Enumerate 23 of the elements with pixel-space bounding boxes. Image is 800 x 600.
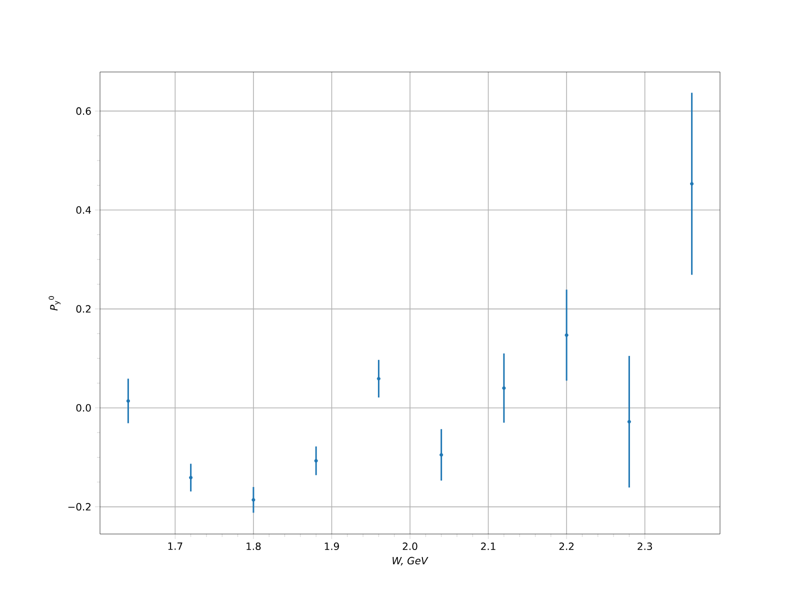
- y-tick-label: 0.6: [76, 107, 91, 115]
- x-tick-label: 1.8: [246, 542, 261, 550]
- y-tick-label: 0.4: [76, 206, 91, 214]
- y-tick-label: 0.2: [76, 305, 90, 313]
- point: [690, 182, 694, 186]
- y-tick-label: 0.0: [76, 404, 91, 412]
- x-tick-label: 2.2: [559, 542, 574, 550]
- x-tick-label: 2.1: [481, 542, 496, 550]
- x-tick-label: 2.3: [638, 542, 652, 550]
- x-tick-label: 2.0: [402, 542, 418, 550]
- point: [314, 458, 318, 463]
- point: [376, 376, 380, 380]
- point: [252, 498, 256, 502]
- point: [627, 420, 631, 424]
- point: [502, 386, 506, 390]
- x-axis-title: W, GeV: [392, 556, 428, 566]
- x-tick-label: 1.7: [168, 542, 182, 550]
- y-tick-label: −0.2: [68, 503, 90, 511]
- x-tick-label: 1.9: [324, 542, 339, 550]
- point: [189, 476, 193, 480]
- point: [126, 399, 130, 403]
- point: [564, 333, 568, 337]
- point: [440, 453, 444, 457]
